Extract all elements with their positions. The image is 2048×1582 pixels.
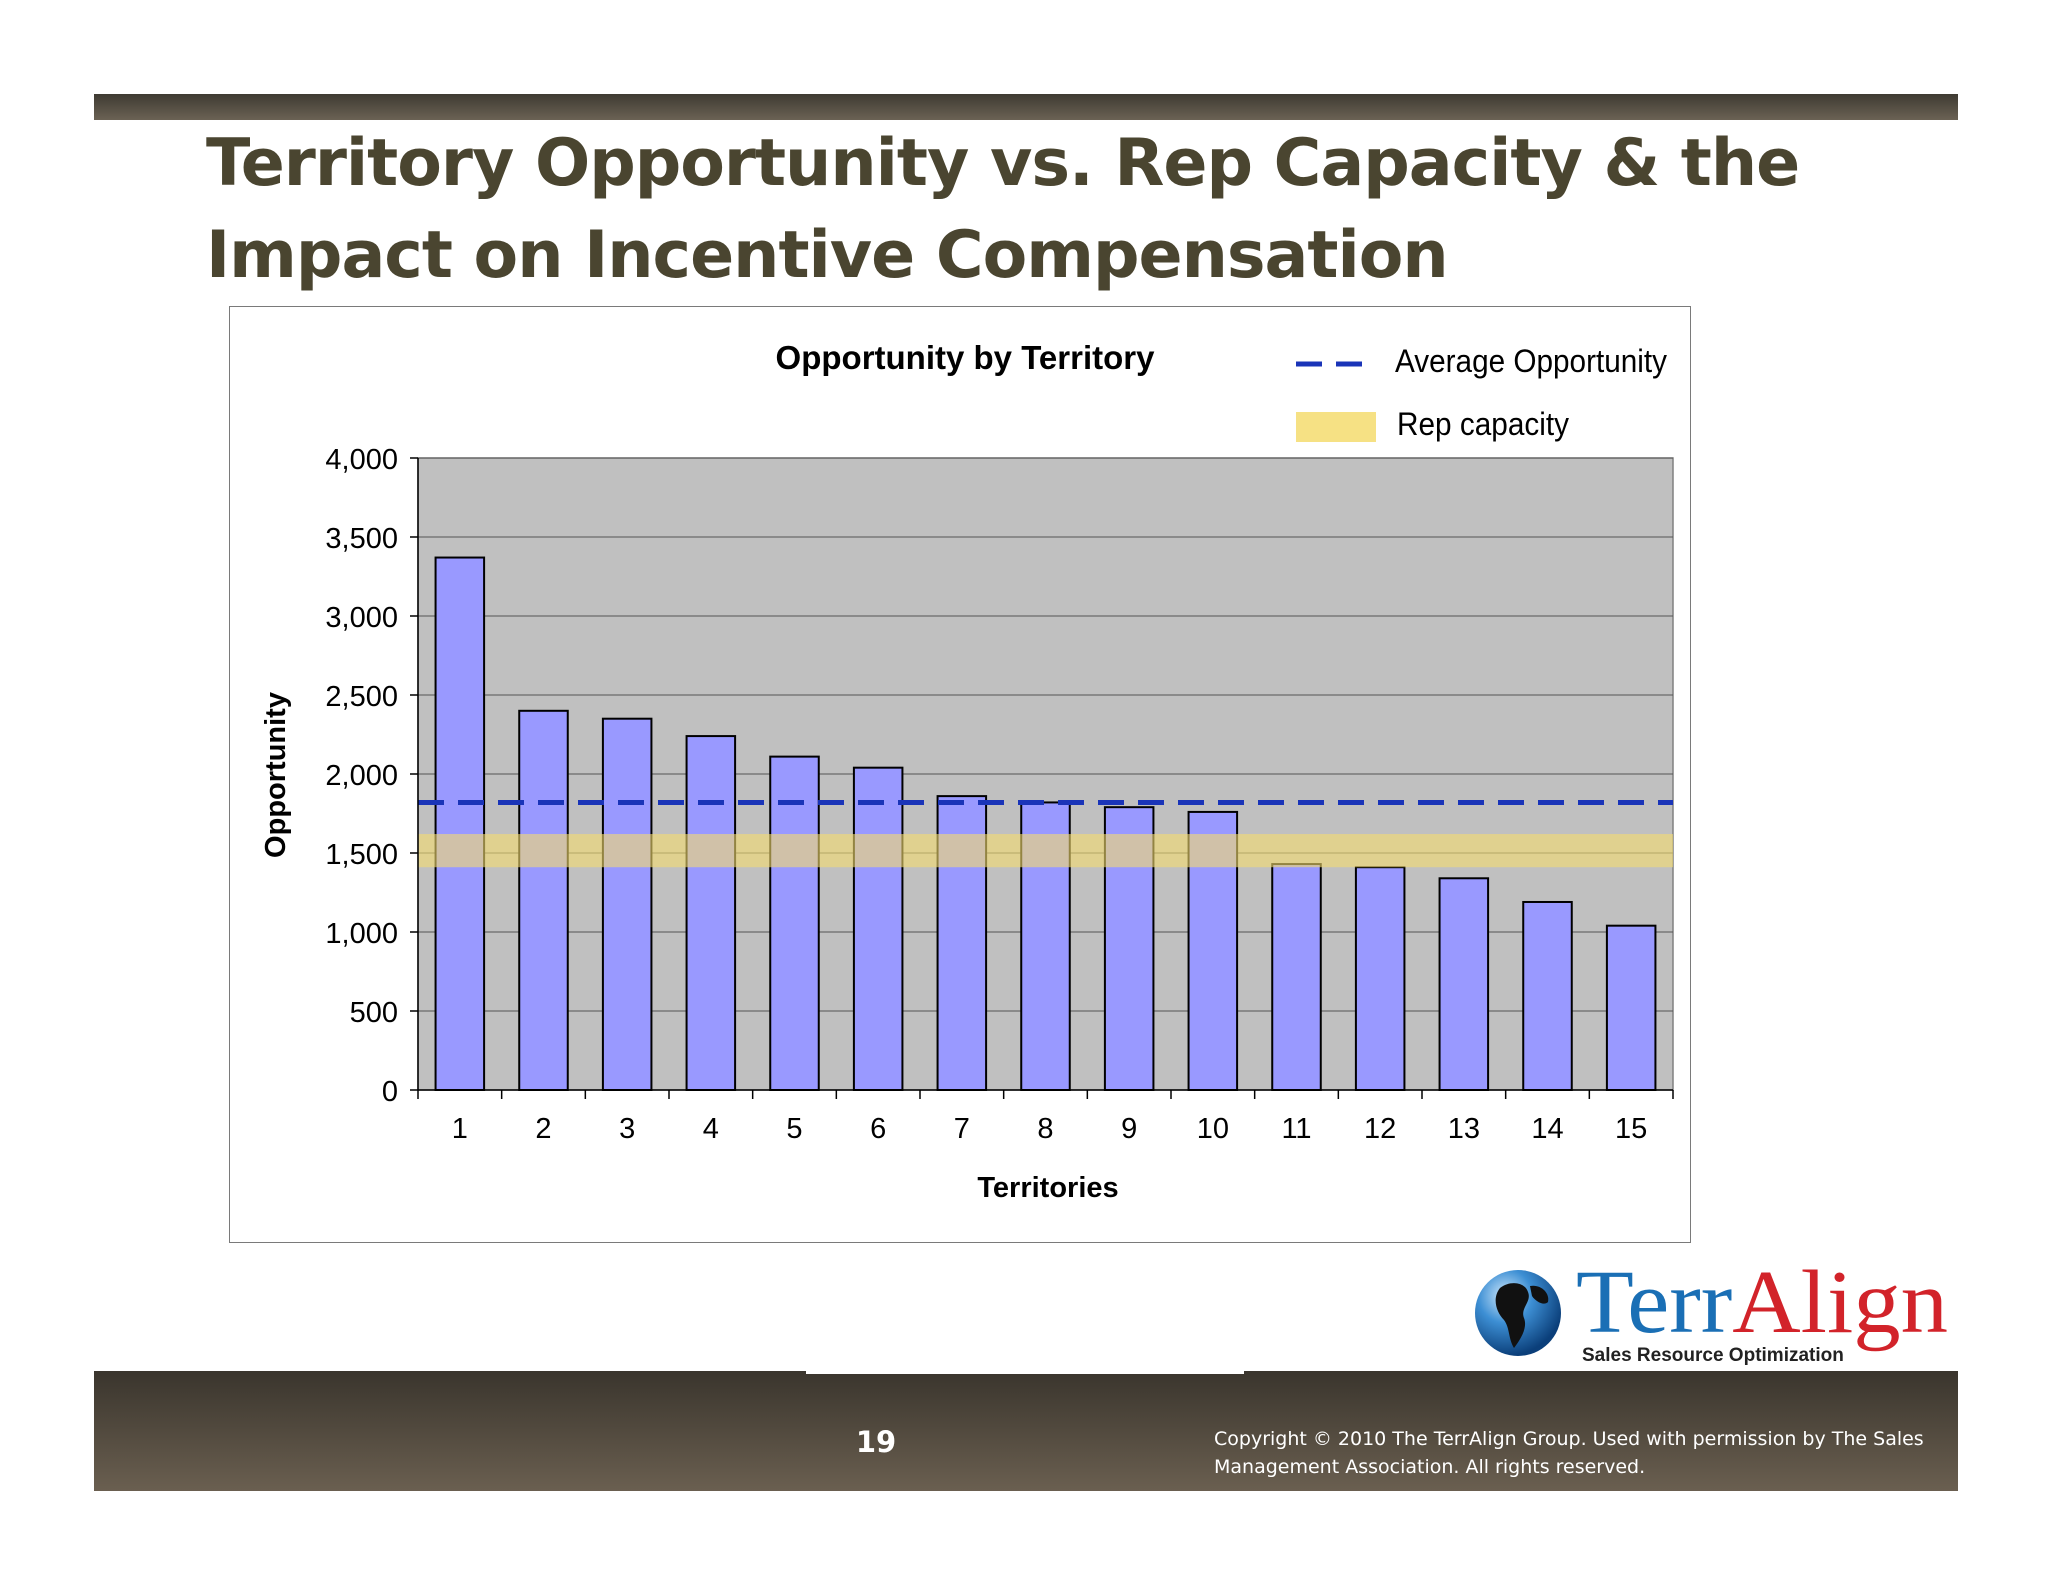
legend: Average Opportunity Rep capacity <box>1296 343 1667 442</box>
y-tick-label: 3,500 <box>325 523 398 555</box>
footer-bar <box>94 1371 1958 1491</box>
header-bar <box>94 94 1958 120</box>
legend-rep-capacity-swatch <box>1296 412 1376 442</box>
bar <box>1438 877 1490 1092</box>
bar <box>1522 900 1573 1091</box>
logo-tagline: Sales Resource Optimization <box>1582 1345 1844 1366</box>
bar <box>434 556 486 1092</box>
legend-rep-capacity-label: Rep capacity <box>1397 406 1569 442</box>
y-tick-label: 1,000 <box>325 918 398 950</box>
x-tick-label: 1 <box>452 1113 468 1145</box>
x-tick-label: 10 <box>1197 1113 1229 1145</box>
bar <box>601 717 653 1091</box>
bar <box>852 766 904 1091</box>
x-tick-label: 13 <box>1448 1113 1480 1145</box>
y-tick-label: 3,000 <box>325 602 398 634</box>
y-tick-label: 2,000 <box>325 760 398 792</box>
bar <box>518 709 569 1091</box>
x-tick-label: 14 <box>1531 1113 1563 1145</box>
globe-icon <box>1475 1270 1561 1356</box>
page-number: 19 <box>855 1425 897 1459</box>
legend-average-label: Average Opportunity <box>1395 343 1667 379</box>
x-tick-label: 15 <box>1615 1113 1647 1145</box>
bar <box>685 735 737 1091</box>
y-axis-label: Opportunity <box>260 692 292 858</box>
y-tick-label: 1,500 <box>325 839 398 871</box>
bottom-margin <box>0 1491 2048 1582</box>
chart-title: Opportunity by Territory <box>776 339 1156 376</box>
slide-title: Territory Opportunity vs. Rep Capacity &… <box>206 126 1800 293</box>
x-tick-label: 9 <box>1121 1113 1137 1145</box>
x-tick-label: 2 <box>535 1113 551 1145</box>
opportunity-chart: Opportunity by Territory 0 500 1,000 1,500 2… <box>260 339 1674 1204</box>
y-tick-label: 4,000 <box>325 444 398 476</box>
x-tick-label: 12 <box>1364 1113 1396 1145</box>
x-tick-label: 6 <box>870 1113 886 1145</box>
y-tick-label: 0 <box>382 1076 398 1108</box>
plot-area: 0 500 1,000 1,500 2,000 2,500 3,000 3,500 4,000 1… <box>325 444 1674 1145</box>
x-tick-label: 4 <box>703 1113 719 1145</box>
x-tick-label: 5 <box>786 1113 802 1145</box>
copyright-text: Copyright © 2010 The TerrAlign Group. Us… <box>1214 1428 1924 1478</box>
footer-notch <box>806 1368 1244 1374</box>
bar <box>1271 863 1322 1091</box>
x-axis-label: Territories <box>977 1172 1118 1204</box>
bar <box>769 755 820 1091</box>
bar <box>1605 924 1657 1091</box>
terralign-logo: TerrAlign Sales Resource Optimization <box>1475 1258 1948 1366</box>
y-tick-label: 500 <box>350 997 398 1029</box>
x-tick-label: 11 <box>1281 1113 1311 1145</box>
x-tick-label: 3 <box>619 1113 635 1145</box>
rep-capacity-band <box>418 834 1673 868</box>
y-tick-label: 2,500 <box>325 681 398 713</box>
bar <box>1354 866 1406 1091</box>
x-tick-label: 8 <box>1037 1113 1053 1145</box>
logo-wordmark: TerrAlign <box>1576 1258 1948 1352</box>
x-tick-label: 7 <box>954 1113 970 1145</box>
